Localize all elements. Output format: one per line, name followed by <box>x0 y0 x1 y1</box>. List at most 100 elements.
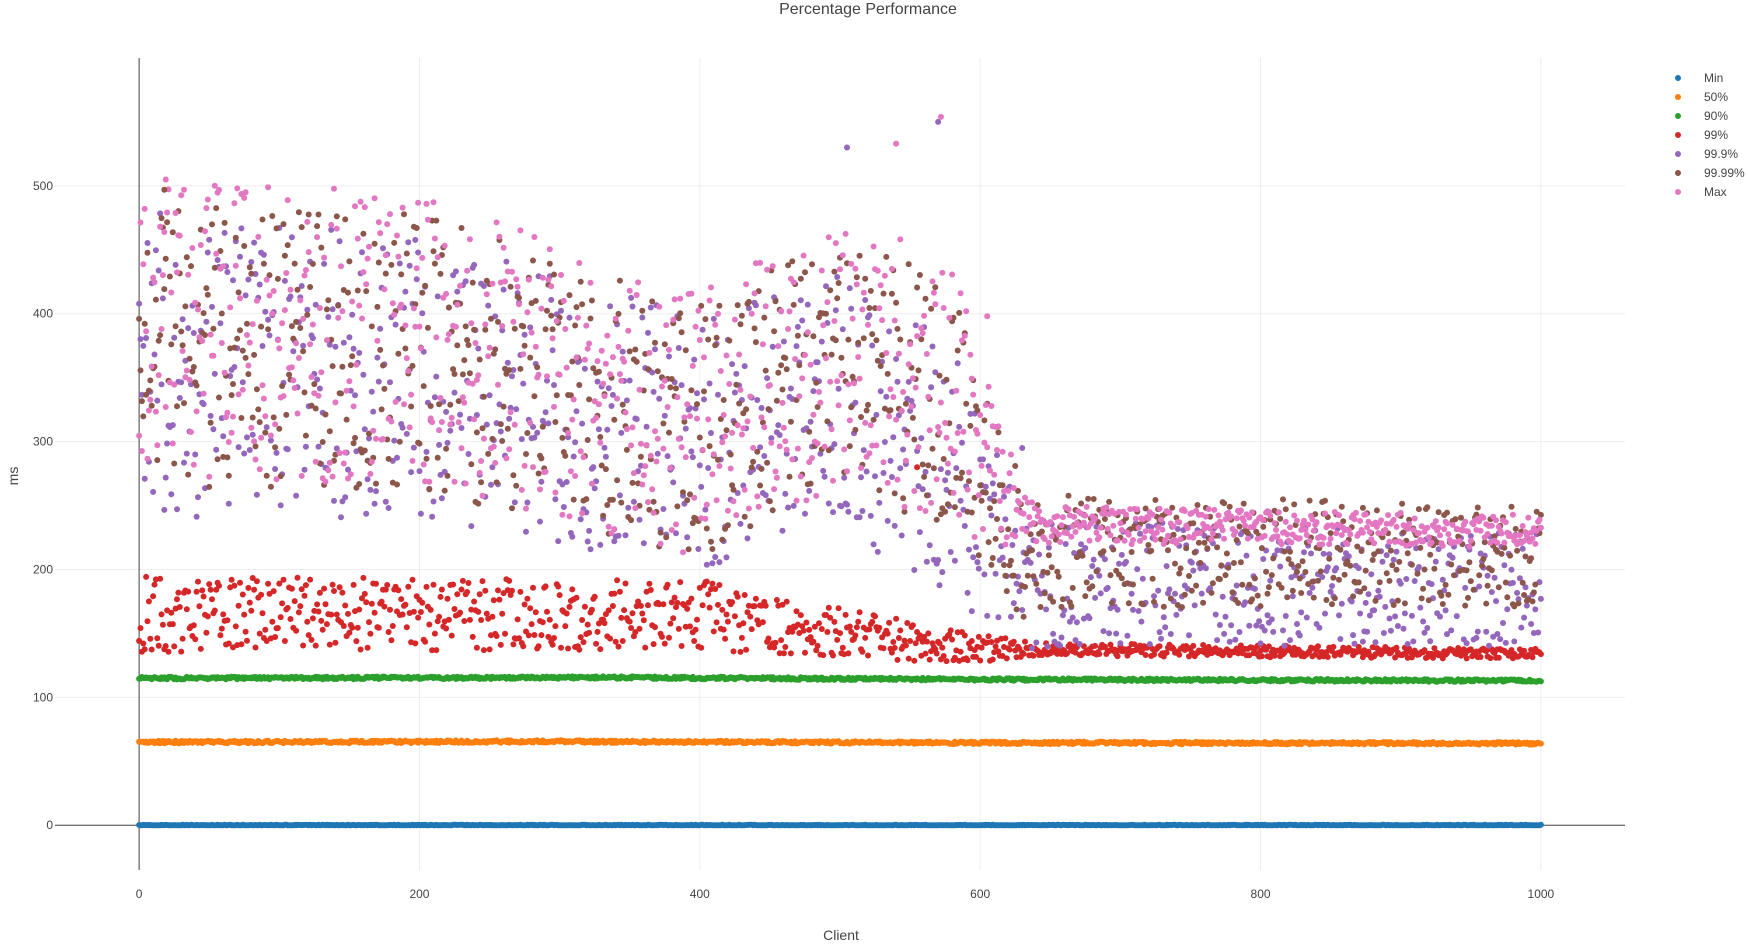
scatter-point <box>706 380 713 387</box>
scatter-point <box>417 609 424 615</box>
scatter-point <box>858 474 864 481</box>
scatter-point <box>573 594 580 601</box>
scatter-point <box>618 614 625 621</box>
scatter-point <box>1494 631 1501 637</box>
scatter-point <box>221 229 228 236</box>
scatter-point <box>597 646 604 653</box>
scatter-point <box>797 612 804 619</box>
scatter-point <box>991 491 998 498</box>
scatter-point <box>433 647 440 654</box>
scatter-point <box>787 385 794 392</box>
scatter-point <box>597 541 604 548</box>
scatter-point <box>1089 563 1096 569</box>
scatter-point <box>199 587 206 594</box>
scatter-point <box>835 385 842 392</box>
scatter-point <box>1022 638 1028 645</box>
scatter-point <box>1448 627 1455 634</box>
scatter-point <box>1010 638 1017 645</box>
scatter-point <box>652 346 658 353</box>
scatter-point <box>1280 627 1286 634</box>
scatter-point <box>262 626 269 633</box>
scatter-point <box>752 302 759 309</box>
scatter-point <box>174 506 180 513</box>
scatter-point <box>1097 590 1104 597</box>
scatter-point <box>350 581 357 588</box>
scatter-point <box>373 580 379 587</box>
scatter-point <box>185 588 192 595</box>
scatter-point <box>1166 586 1173 593</box>
scatter-point <box>309 615 316 622</box>
scatter-point <box>1003 655 1010 662</box>
scatter-point <box>179 316 186 323</box>
scatter-point <box>555 583 562 590</box>
scatter-point <box>1357 610 1364 617</box>
scatter-point <box>824 629 831 635</box>
scatter-point <box>615 643 622 650</box>
scatter-point <box>844 501 850 508</box>
scatter-point <box>989 656 996 663</box>
scatter-point <box>743 646 750 653</box>
scatter-point <box>319 626 326 633</box>
scatter-point <box>245 276 252 283</box>
scatter-point <box>825 604 832 611</box>
scatter-point <box>256 281 263 288</box>
scatter-point <box>359 249 365 256</box>
scatter-point <box>1123 558 1129 565</box>
scatter-point <box>409 576 416 583</box>
scatter-point <box>352 392 358 399</box>
scatter-point <box>1537 651 1544 658</box>
scatter-point <box>451 606 458 612</box>
scatter-point <box>471 261 478 268</box>
scatter-point <box>961 523 968 529</box>
scatter-point <box>399 424 406 431</box>
scatter-point <box>159 621 166 628</box>
scatter-point <box>782 644 789 650</box>
scatter-point <box>260 251 267 258</box>
scatter-point <box>580 639 587 646</box>
scatter-point <box>1442 607 1449 614</box>
scatter-point <box>611 590 618 597</box>
scatter-point <box>656 395 663 402</box>
scatter-point <box>1308 550 1314 557</box>
scatter-point <box>151 351 158 358</box>
scatter-point <box>259 343 266 349</box>
scatter-point <box>252 644 259 651</box>
scatter-point <box>1463 640 1470 647</box>
scatter-point <box>556 592 563 599</box>
scatter-point <box>650 388 657 395</box>
scatter-point <box>471 598 478 605</box>
scatter-point <box>886 619 893 626</box>
scatter-point <box>1069 614 1076 621</box>
scatter-point <box>650 641 657 648</box>
scatter-point <box>1401 610 1408 617</box>
scatter-point <box>640 540 647 547</box>
scatter-point <box>367 630 374 637</box>
scatter-point <box>450 581 457 588</box>
data-points <box>136 113 1544 829</box>
scatter-point <box>604 426 611 433</box>
scatter-point <box>588 606 595 613</box>
scatter-point <box>694 616 700 623</box>
scatter-point <box>416 468 423 475</box>
scatter-point <box>190 622 197 629</box>
scatter-point <box>891 644 898 651</box>
scatter-point <box>859 508 866 514</box>
scatter-point <box>1411 578 1418 584</box>
scatter-point <box>846 285 853 292</box>
scatter-point <box>1463 655 1470 662</box>
scatter-point <box>174 596 180 603</box>
scatter-point <box>897 627 904 634</box>
scatter-point <box>514 616 521 623</box>
scatter-point <box>253 578 260 585</box>
scatter-point <box>147 635 154 642</box>
scatter-point <box>235 602 242 609</box>
scatter-point <box>1219 593 1226 600</box>
scatter-point <box>154 397 161 404</box>
scatter-point <box>852 399 859 406</box>
scatter-point <box>1289 593 1296 600</box>
scatter-point <box>203 318 210 325</box>
scatter-point <box>586 527 593 534</box>
scatter-point <box>1114 606 1121 613</box>
scatter-point <box>338 514 344 521</box>
scatter-point <box>336 238 343 245</box>
